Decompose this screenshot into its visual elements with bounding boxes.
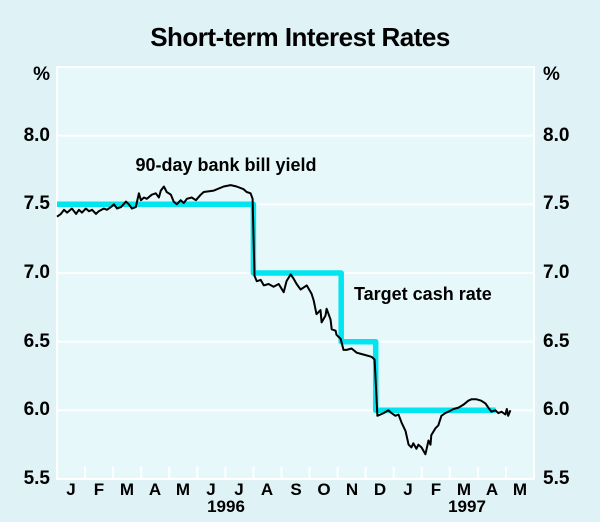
x-tick-label-month-1: F	[93, 480, 105, 499]
x-tick-label-month-12: J	[403, 480, 413, 499]
y-tick-label-left-7.0: 7.0	[23, 262, 50, 283]
x-tick-label-month-16: M	[512, 480, 528, 499]
y-axis-unit-right: %	[543, 64, 560, 85]
x-tick-label-month-15: A	[485, 480, 499, 499]
x-tick-label-month-10: N	[345, 480, 359, 499]
x-tick-label-month-9: O	[317, 480, 331, 499]
x-tick-label-month-8: S	[290, 480, 302, 499]
x-tick-label-month-14: M	[456, 480, 472, 499]
x-tick-label-month-0: J	[66, 480, 76, 499]
y-tick-label-right-5.5: 5.5	[543, 468, 570, 489]
y-tick-label-right-6.5: 6.5	[543, 331, 570, 352]
x-tick-label-month-7: A	[260, 480, 274, 499]
x-axis-year-label-1997: 1997	[448, 497, 486, 516]
x-tick-label-month-3: A	[148, 480, 162, 499]
x-tick-label-month-13: F	[430, 480, 442, 499]
x-tick-label-month-4: M	[175, 480, 191, 499]
y-tick-label-right-8.0: 8.0	[543, 125, 570, 146]
x-tick-label-month-5: J	[206, 480, 216, 499]
y-axis-unit-left: %	[33, 64, 50, 85]
plot-border	[56, 66, 535, 480]
chart-title: Short-term Interest Rates	[150, 22, 450, 52]
y-tick-label-right-7.0: 7.0	[543, 262, 570, 283]
y-tick-label-right-6.0: 6.0	[543, 399, 570, 420]
x-axis-year-label-1996: 1996	[207, 497, 245, 516]
series-line-90-day-bank-bill-yield	[56, 184, 512, 456]
x-tick-label-month-6: J	[234, 480, 244, 499]
x-tick-label-month-11: D	[373, 480, 387, 499]
y-tick-label-left-8.0: 8.0	[23, 125, 50, 146]
x-tick-label-month-2: M	[119, 480, 135, 499]
series-annotation-1: Target cash rate	[354, 284, 492, 304]
y-tick-label-left-6.0: 6.0	[23, 399, 50, 420]
y-tick-label-left-7.5: 7.5	[23, 193, 50, 214]
series-annotation-0: 90-day bank bill yield	[135, 155, 317, 175]
y-tick-label-left-6.5: 6.5	[23, 331, 50, 352]
y-tick-label-right-7.5: 7.5	[543, 193, 570, 214]
y-tick-label-left-5.5: 5.5	[23, 468, 50, 489]
